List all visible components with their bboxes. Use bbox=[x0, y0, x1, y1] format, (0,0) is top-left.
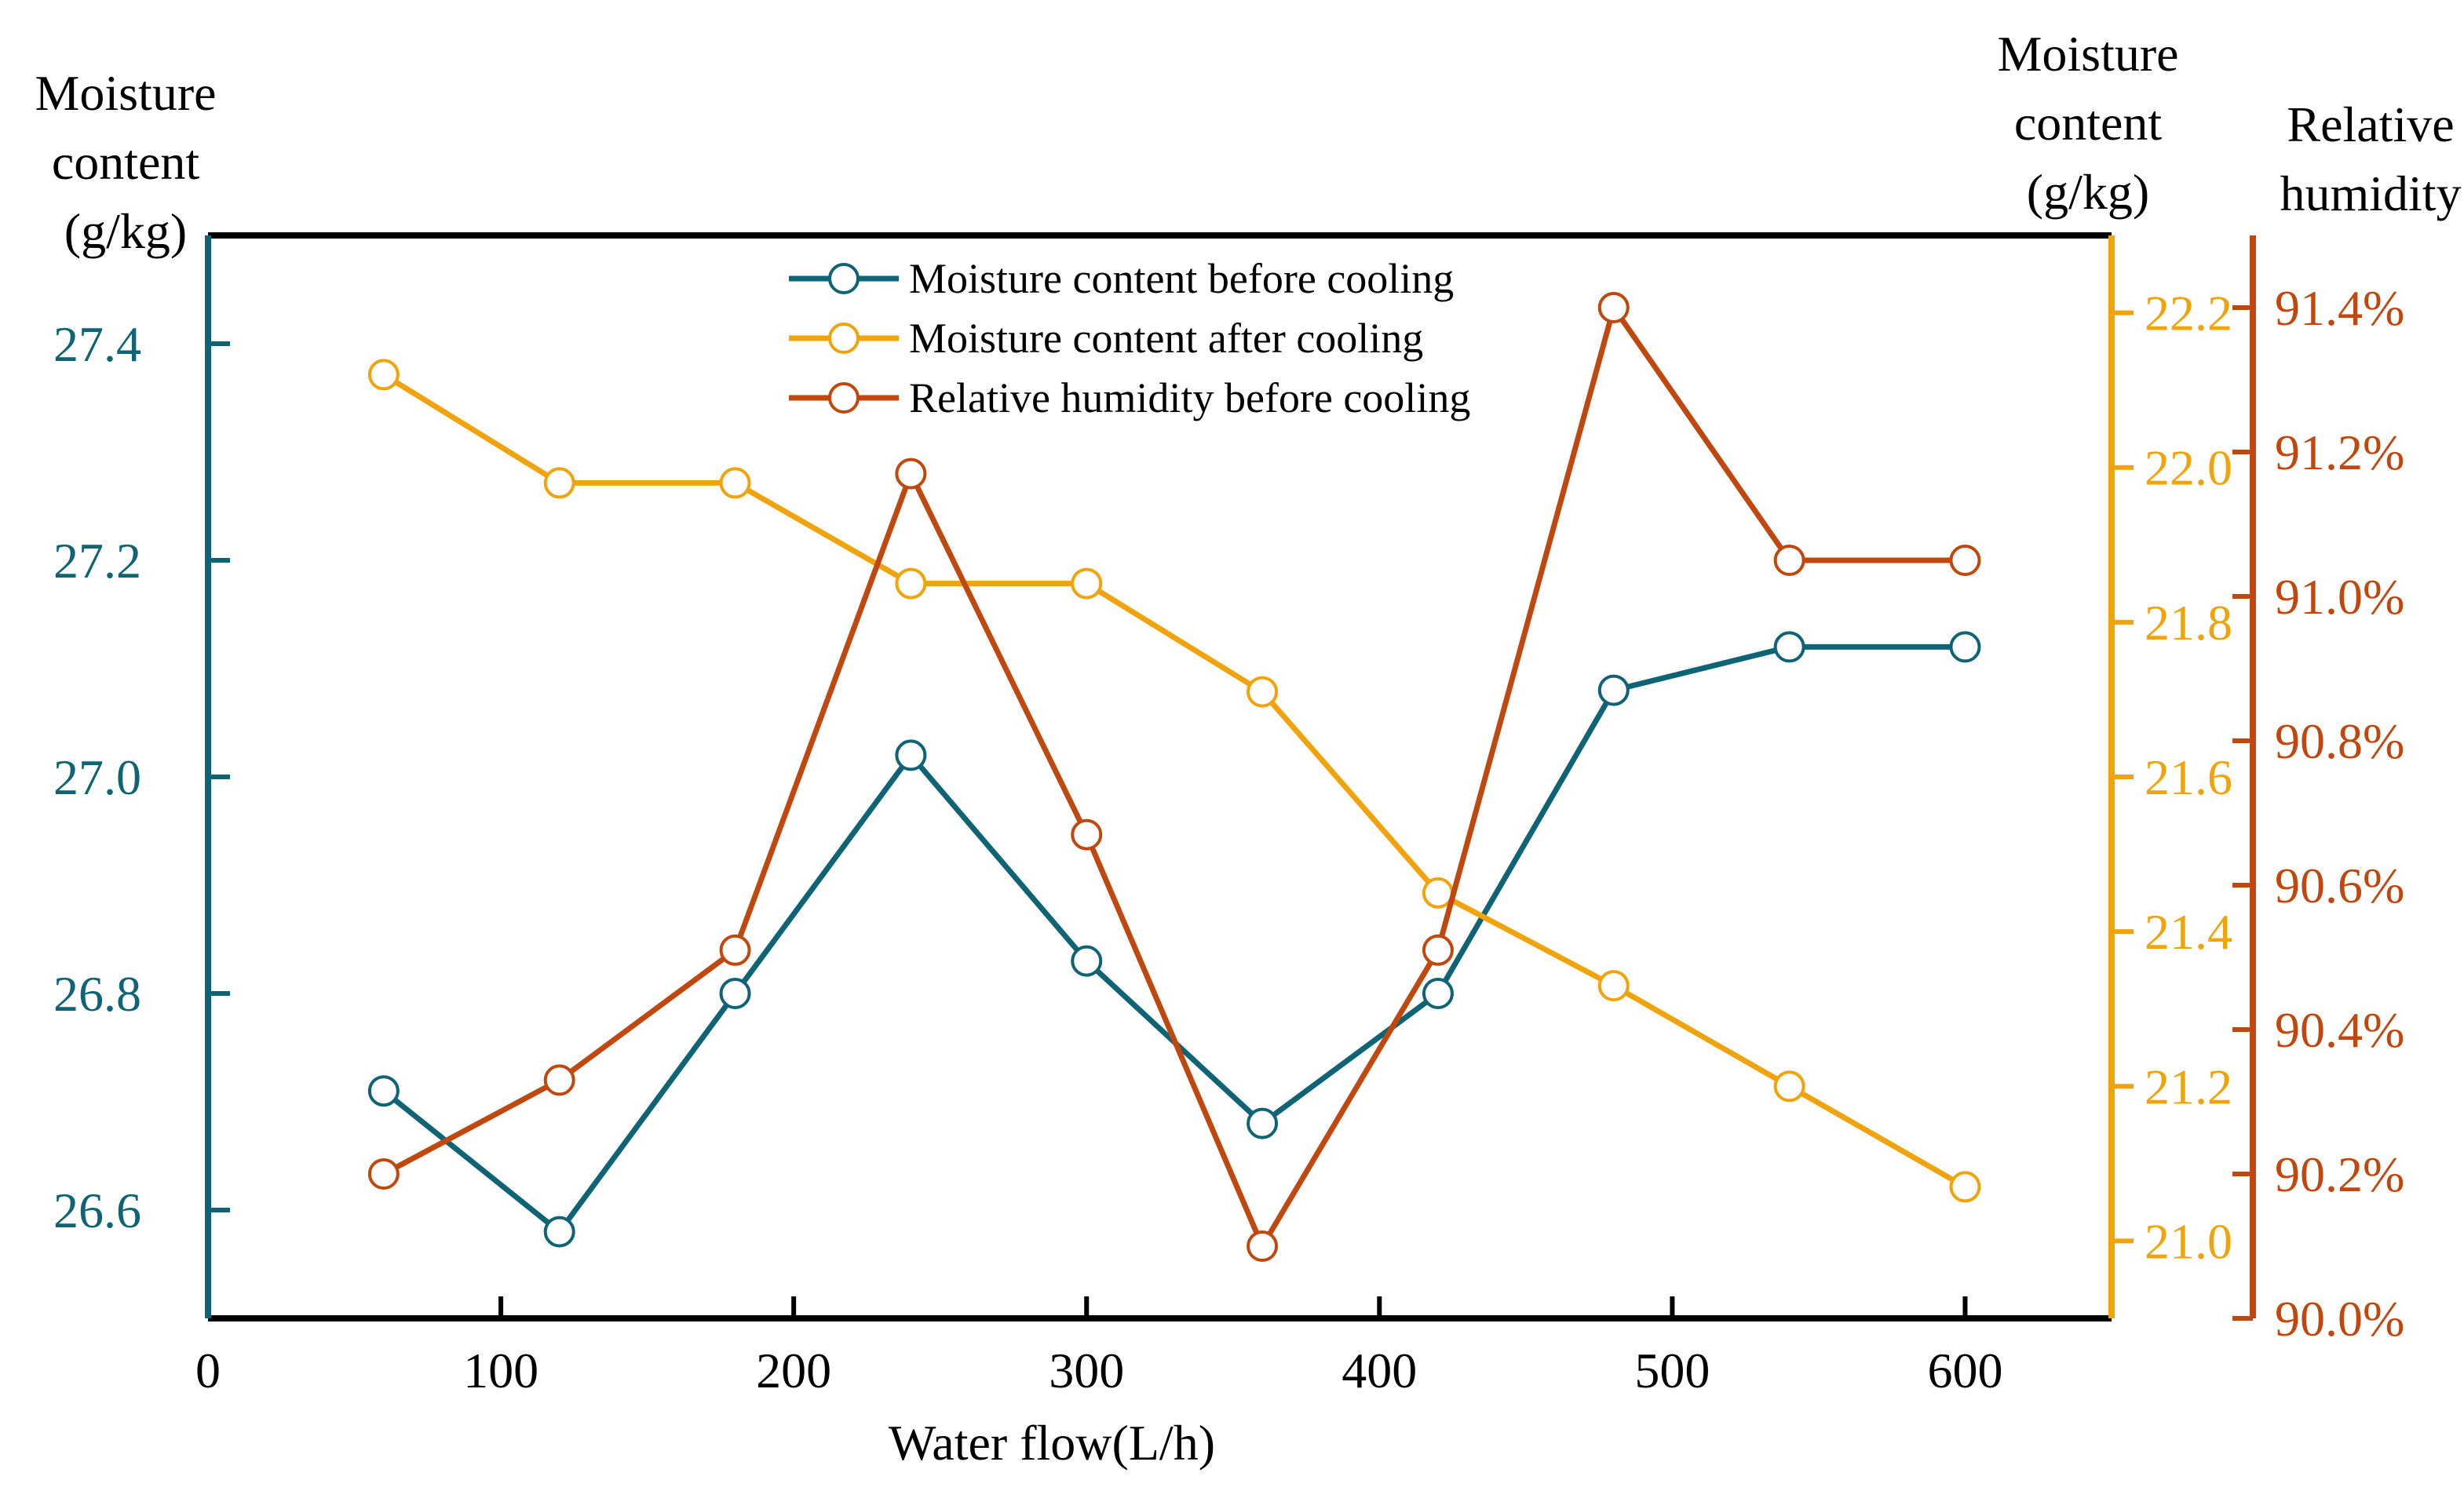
legend-marker-rh bbox=[828, 382, 860, 414]
point-after-540 bbox=[1773, 1070, 1805, 1103]
left-title-line-1: content bbox=[52, 134, 200, 190]
x-tick-label-0: 0 bbox=[195, 1343, 221, 1398]
point-before-540 bbox=[1773, 631, 1805, 663]
point-before-60 bbox=[367, 1075, 400, 1107]
legend-item-rh: Relative humidity before cooling bbox=[789, 374, 1470, 421]
series-line-before bbox=[381, 643, 1966, 1235]
point-after-240 bbox=[895, 567, 927, 600]
point-rh-240 bbox=[895, 458, 927, 490]
right1-tick-label-21.4: 21.4 bbox=[2145, 904, 2232, 960]
right1-tick-label-21.6: 21.6 bbox=[2145, 749, 2232, 805]
point-after-420 bbox=[1422, 877, 1454, 909]
x-tick-label-600: 600 bbox=[1927, 1343, 2002, 1398]
right2-title-line-0: Relative bbox=[2287, 97, 2454, 152]
legend-label-after: Moisture content after cooling bbox=[909, 315, 1423, 362]
point-rh-600 bbox=[1949, 545, 1981, 576]
series-after bbox=[367, 359, 1981, 1203]
point-rh-480 bbox=[1597, 292, 1630, 323]
x-tick-label-100: 100 bbox=[463, 1343, 538, 1398]
series-line-after bbox=[382, 372, 1967, 1190]
point-after-180 bbox=[719, 467, 751, 499]
right2-tick-label-91.4%: 91.4% bbox=[2275, 280, 2404, 336]
point-before-120 bbox=[543, 1216, 575, 1248]
right1-tick-label-22.2: 22.2 bbox=[2145, 286, 2232, 341]
point-before-360 bbox=[1247, 1107, 1279, 1139]
point-before-180 bbox=[719, 978, 751, 1009]
right-axis-humidity-title: Relative humidity bbox=[2280, 97, 2461, 221]
right1-title-line-1: content bbox=[2014, 95, 2163, 151]
right1-tick-label-21.0: 21.0 bbox=[2145, 1213, 2232, 1269]
legend: Moisture content before cooling Moisture… bbox=[789, 255, 1470, 421]
point-after-600 bbox=[1949, 1171, 1981, 1203]
point-before-240 bbox=[895, 739, 927, 771]
point-after-480 bbox=[1597, 970, 1630, 1002]
point-before-300 bbox=[1071, 945, 1103, 977]
left-title-line-0: Moisture bbox=[35, 65, 216, 121]
right1-title-line-2: (g/kg) bbox=[2027, 164, 2149, 220]
right2-tick-label-90.8%: 90.8% bbox=[2275, 713, 2404, 769]
right1-tick-label-22.0: 22.0 bbox=[2145, 440, 2232, 496]
series-rh bbox=[367, 292, 1981, 1262]
point-before-420 bbox=[1422, 978, 1454, 1009]
right2-tick-label-90.4%: 90.4% bbox=[2275, 1002, 2404, 1058]
left-tick-label-27.2: 27.2 bbox=[53, 533, 141, 589]
legend-marker-after bbox=[828, 323, 860, 354]
right1-tick-label-21.2: 21.2 bbox=[2145, 1059, 2232, 1114]
left-tick-label-27.0: 27.0 bbox=[53, 749, 141, 805]
legend-label-before: Moisture content before cooling bbox=[909, 255, 1454, 302]
x-tick-label-300: 300 bbox=[1049, 1343, 1124, 1398]
legend-item-before: Moisture content before cooling bbox=[789, 255, 1454, 302]
left-tick-label-27.4: 27.4 bbox=[53, 316, 141, 372]
x-axis-title: Water flow(L/h) bbox=[889, 1415, 1215, 1471]
plot-area bbox=[367, 292, 1981, 1262]
x-tick-label-500: 500 bbox=[1634, 1343, 1710, 1398]
point-rh-420 bbox=[1422, 934, 1454, 966]
x-tick-label-200: 200 bbox=[756, 1343, 831, 1398]
right1-tick-label-21.8: 21.8 bbox=[2145, 595, 2232, 651]
left-tick-label-26.6: 26.6 bbox=[53, 1183, 141, 1238]
legend-label-rh: Relative humidity before cooling bbox=[909, 374, 1470, 421]
series-before bbox=[367, 631, 1981, 1248]
axes: 0 100 200 300 400 500 600 26.6 26.8 27.0 27.2 27.4 2… bbox=[53, 232, 2404, 1398]
point-before-600 bbox=[1949, 631, 1981, 663]
point-before-480 bbox=[1597, 674, 1630, 706]
left-title-line-2: (g/kg) bbox=[64, 203, 187, 259]
point-rh-360 bbox=[1247, 1230, 1279, 1262]
right2-tick-label-90.0%: 90.0% bbox=[2275, 1291, 2404, 1347]
point-after-60 bbox=[367, 359, 400, 391]
series-line-rh bbox=[382, 304, 1966, 1249]
right2-title-line-1: humidity bbox=[2280, 166, 2461, 221]
point-after-360 bbox=[1247, 676, 1279, 708]
right2-tick-label-91.0%: 91.0% bbox=[2275, 569, 2404, 625]
left-tick-label-26.8: 26.8 bbox=[53, 966, 141, 1022]
right2-tick-label-90.2%: 90.2% bbox=[2275, 1147, 2404, 1202]
point-rh-300 bbox=[1071, 818, 1103, 851]
point-rh-540 bbox=[1773, 545, 1805, 576]
right2-tick-label-91.2%: 91.2% bbox=[2275, 425, 2404, 480]
right-axis-moisture-title: Moisture content (g/kg) bbox=[1997, 26, 2178, 220]
point-after-120 bbox=[543, 467, 575, 499]
point-after-300 bbox=[1071, 567, 1103, 600]
x-tick-label-400: 400 bbox=[1342, 1343, 1417, 1398]
legend-marker-before bbox=[828, 263, 860, 294]
point-rh-180 bbox=[719, 934, 751, 966]
point-rh-120 bbox=[543, 1064, 575, 1096]
legend-item-after: Moisture content after cooling bbox=[789, 315, 1423, 362]
point-rh-60 bbox=[367, 1158, 400, 1190]
right2-tick-label-90.6%: 90.6% bbox=[2275, 858, 2404, 913]
right1-title-line-0: Moisture bbox=[1997, 26, 2178, 82]
left-axis-title: Moisture content (g/kg) bbox=[35, 65, 216, 259]
